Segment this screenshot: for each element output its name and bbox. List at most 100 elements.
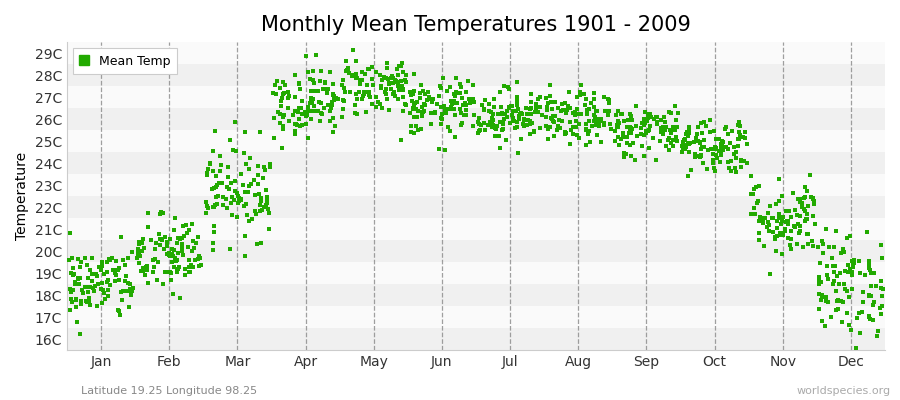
Point (315, 111, 329, 117)
Point (275, 90, 290, 97)
Point (874, 278, 888, 284)
Point (458, 100, 473, 106)
Point (841, 262, 855, 268)
Point (328, 123, 342, 130)
Point (496, 119, 510, 126)
Point (309, 52, 323, 58)
Point (328, 95, 343, 102)
Point (399, 102, 413, 108)
Point (271, 108, 285, 115)
Point (653, 125, 668, 132)
Point (502, 120, 517, 126)
Point (544, 99, 558, 106)
Point (336, 106, 350, 112)
Point (173, 294, 187, 301)
Point (181, 256, 195, 263)
Point (237, 202, 251, 209)
Point (70, 319, 85, 325)
Point (611, 124, 625, 130)
Point (397, 100, 411, 107)
Point (349, 57, 364, 64)
Point (842, 268, 856, 275)
Point (269, 91, 284, 98)
Point (619, 134, 634, 140)
Point (626, 140, 641, 146)
Point (638, 128, 652, 134)
Point (83, 302, 97, 308)
Point (161, 252, 176, 258)
Point (624, 125, 638, 131)
Point (579, 96, 593, 102)
Point (781, 208, 796, 215)
Point (569, 118, 583, 124)
Point (453, 90, 467, 96)
Point (454, 120, 469, 126)
Point (410, 99, 425, 106)
Point (694, 152, 708, 159)
Point (459, 107, 473, 113)
Point (209, 173, 223, 180)
Point (579, 121, 593, 127)
Point (132, 260, 147, 267)
Point (314, 99, 328, 106)
Point (274, 145, 289, 151)
Point (512, 112, 526, 119)
Point (193, 262, 207, 269)
Point (435, 111, 449, 118)
Point (296, 111, 310, 117)
Point (486, 110, 500, 117)
Point (725, 128, 740, 134)
Point (688, 154, 703, 160)
Point (123, 286, 138, 292)
Point (740, 141, 754, 147)
Point (139, 264, 153, 270)
Point (266, 90, 280, 96)
Point (436, 103, 451, 109)
Point (216, 194, 230, 200)
Point (316, 86, 330, 92)
Point (111, 267, 125, 274)
Point (259, 194, 274, 200)
Point (434, 114, 448, 121)
Point (177, 272, 192, 278)
Point (249, 240, 264, 247)
Point (841, 310, 855, 316)
Point (254, 239, 268, 246)
Point (206, 148, 220, 154)
Point (207, 128, 221, 134)
Point (241, 218, 256, 224)
Point (798, 216, 813, 223)
Point (775, 230, 789, 236)
Point (121, 280, 135, 286)
Point (869, 283, 884, 290)
Point (663, 139, 678, 146)
Point (815, 292, 830, 298)
Point (379, 86, 393, 92)
Point (524, 111, 538, 117)
Point (167, 226, 182, 233)
Point (66, 287, 80, 294)
Point (466, 96, 481, 102)
Point (104, 255, 119, 261)
Point (825, 281, 840, 288)
Point (253, 208, 267, 215)
Point (325, 102, 339, 108)
Point (365, 81, 380, 88)
Point (502, 104, 517, 110)
Point (418, 102, 433, 108)
Point (594, 139, 608, 146)
Point (374, 85, 388, 91)
Point (243, 155, 257, 161)
Point (95, 286, 110, 293)
Point (574, 82, 589, 88)
Point (394, 78, 409, 84)
Point (791, 220, 806, 227)
Point (266, 135, 281, 141)
Point (843, 233, 858, 240)
Point (766, 214, 780, 221)
Point (623, 110, 637, 117)
Point (779, 218, 794, 224)
Point (224, 200, 238, 206)
Point (471, 118, 485, 125)
Point (74, 259, 88, 265)
